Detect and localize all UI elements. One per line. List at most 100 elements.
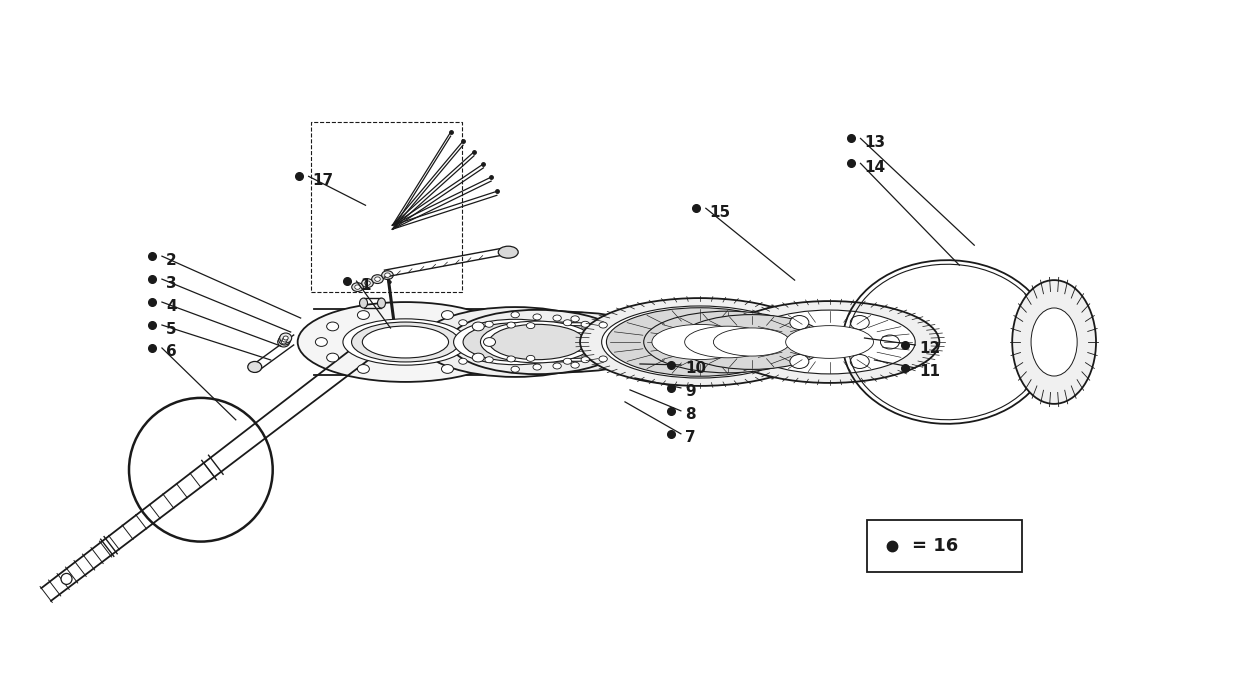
Ellipse shape [510,367,519,372]
Ellipse shape [247,362,262,373]
Ellipse shape [607,308,794,376]
Ellipse shape [454,320,577,364]
Ellipse shape [616,356,624,361]
Ellipse shape [571,362,580,368]
Ellipse shape [283,336,288,340]
Ellipse shape [61,573,72,584]
Ellipse shape [507,356,515,362]
Ellipse shape [880,335,900,349]
Ellipse shape [372,275,383,284]
Ellipse shape [850,354,869,369]
Ellipse shape [760,335,779,349]
Text: 7: 7 [685,430,696,445]
Text: 12: 12 [920,341,941,356]
Ellipse shape [384,273,391,277]
Ellipse shape [298,302,513,382]
Ellipse shape [351,322,460,362]
Text: 3: 3 [166,275,177,290]
Ellipse shape [790,354,808,369]
Ellipse shape [473,311,640,373]
Ellipse shape [616,322,624,328]
Ellipse shape [790,316,808,330]
Ellipse shape [527,356,535,361]
Ellipse shape [523,323,628,361]
Ellipse shape [485,357,493,362]
Ellipse shape [786,326,874,358]
Ellipse shape [602,306,798,378]
Ellipse shape [281,340,287,344]
Ellipse shape [472,353,485,362]
Ellipse shape [533,364,541,370]
Ellipse shape [382,271,393,279]
Text: 2: 2 [166,253,177,268]
Ellipse shape [571,316,580,322]
Text: 5: 5 [166,322,177,337]
Text: 15: 15 [709,205,730,220]
Ellipse shape [527,322,535,328]
Ellipse shape [441,364,454,373]
Ellipse shape [713,328,790,356]
Text: 17: 17 [313,173,334,188]
Ellipse shape [464,323,567,361]
Ellipse shape [459,320,467,326]
Ellipse shape [459,358,467,364]
Ellipse shape [564,320,572,326]
Ellipse shape [315,337,328,346]
Text: 6: 6 [166,345,177,360]
Text: 1: 1 [361,277,371,292]
Ellipse shape [365,281,371,286]
Ellipse shape [494,312,655,372]
Ellipse shape [530,326,619,358]
Ellipse shape [326,322,339,330]
Ellipse shape [512,325,603,359]
Ellipse shape [282,338,287,342]
Ellipse shape [644,311,812,373]
Ellipse shape [564,358,572,364]
Ellipse shape [357,311,370,320]
Ellipse shape [599,356,607,362]
Ellipse shape [278,337,289,347]
Text: 10: 10 [685,362,706,377]
Ellipse shape [685,326,771,358]
Ellipse shape [360,298,367,308]
Ellipse shape [279,333,292,343]
Ellipse shape [129,398,273,541]
Ellipse shape [719,301,939,383]
Ellipse shape [489,324,585,360]
Ellipse shape [450,310,624,374]
Ellipse shape [552,363,561,369]
Ellipse shape [552,315,561,321]
Ellipse shape [362,279,373,288]
Ellipse shape [483,337,496,346]
Ellipse shape [362,326,449,358]
Ellipse shape [352,283,363,292]
Text: 14: 14 [864,160,886,175]
Ellipse shape [472,322,485,330]
Ellipse shape [342,319,468,365]
Ellipse shape [498,246,518,258]
Ellipse shape [850,316,869,330]
Ellipse shape [485,321,493,327]
Ellipse shape [481,321,593,363]
Text: 4: 4 [166,299,177,313]
Ellipse shape [1031,308,1077,376]
Ellipse shape [744,310,915,374]
Ellipse shape [377,298,386,308]
Text: 9: 9 [685,384,696,399]
Ellipse shape [441,311,454,320]
Ellipse shape [420,307,611,377]
Ellipse shape [507,322,515,328]
Ellipse shape [510,311,519,318]
Ellipse shape [677,315,827,369]
Ellipse shape [581,321,590,327]
Ellipse shape [357,364,370,373]
Ellipse shape [326,353,339,362]
Ellipse shape [388,281,392,284]
Ellipse shape [503,322,612,362]
Ellipse shape [599,322,607,328]
Ellipse shape [581,357,590,362]
Ellipse shape [1012,280,1096,404]
Ellipse shape [278,335,290,345]
Ellipse shape [375,277,381,282]
Text: 11: 11 [920,364,941,379]
